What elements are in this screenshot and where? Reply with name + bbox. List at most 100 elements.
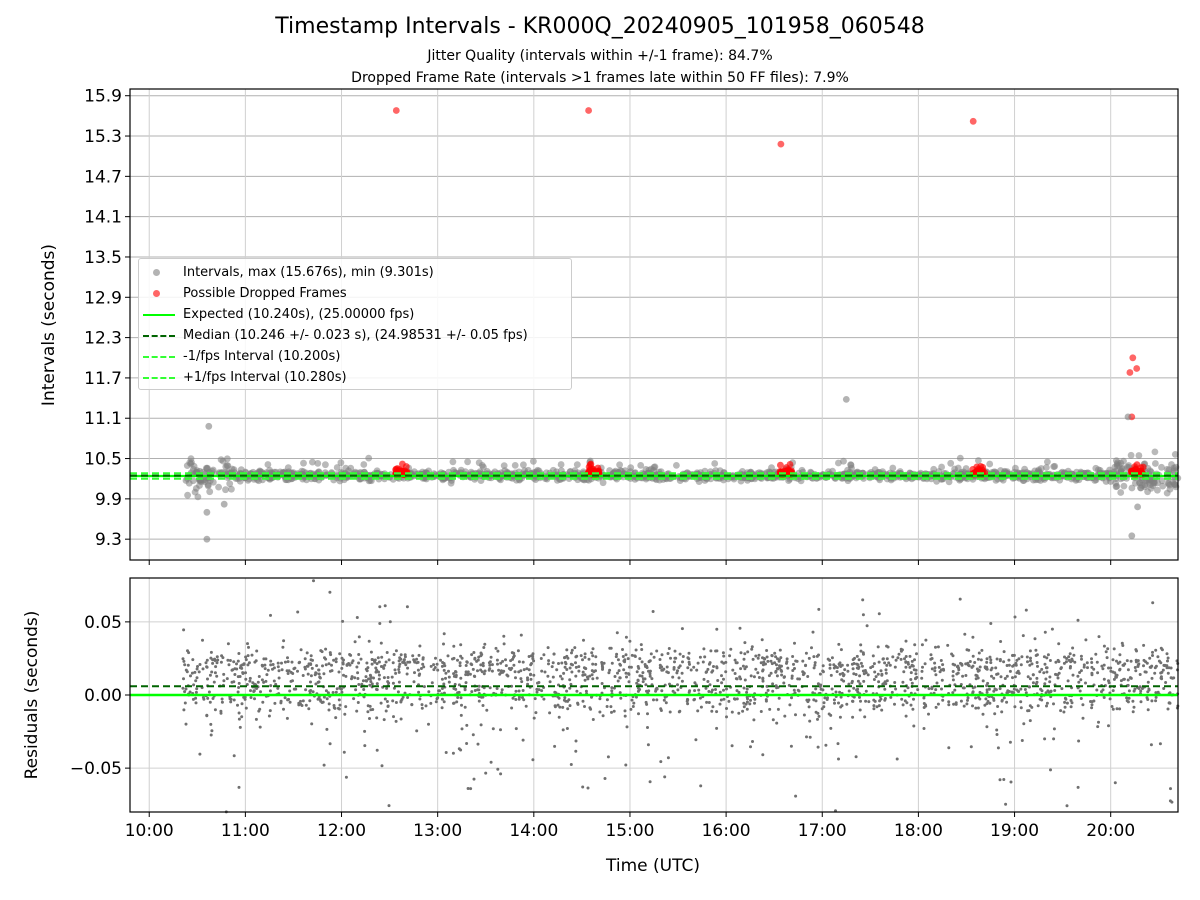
residual-point	[971, 664, 975, 668]
residual-point	[652, 698, 655, 702]
residual-point	[422, 685, 426, 689]
residual-point	[813, 663, 817, 667]
residual-point	[665, 670, 669, 674]
legend-label: -1/fps Interval (10.200s)	[183, 349, 341, 364]
residual-point	[904, 639, 908, 643]
residual-point	[1084, 681, 1087, 685]
residual-point	[364, 675, 368, 679]
residual-point	[871, 654, 875, 658]
residual-point	[479, 723, 483, 727]
residual-point	[733, 697, 737, 701]
residual-point	[990, 674, 993, 678]
residual-point	[641, 671, 645, 675]
residual-point	[626, 657, 630, 661]
residual-point	[629, 707, 633, 711]
residual-point	[960, 662, 964, 666]
interval-point	[192, 485, 200, 492]
residual-point	[291, 679, 294, 683]
residual-point	[405, 605, 409, 609]
residual-point	[933, 669, 937, 673]
residual-point	[328, 742, 332, 746]
residual-point	[805, 735, 808, 739]
residual-point	[1044, 677, 1048, 681]
residual-point	[999, 640, 1003, 643]
residual-point	[987, 687, 991, 691]
residual-point	[711, 688, 714, 692]
residual-point	[872, 704, 876, 708]
residual-point	[644, 683, 648, 687]
residual-point	[673, 660, 676, 664]
residual-point	[479, 663, 483, 667]
residual-point	[1146, 708, 1150, 712]
residual-point	[446, 654, 450, 658]
residual-point	[1008, 740, 1012, 744]
residual-point	[655, 698, 659, 702]
residual-point	[296, 610, 300, 614]
residual-point	[710, 670, 714, 674]
residual-point	[557, 715, 561, 719]
interval-point	[1117, 489, 1125, 496]
residual-point	[382, 718, 386, 722]
residual-point	[591, 718, 595, 721]
residual-point	[1097, 720, 1100, 724]
residual-point	[616, 679, 620, 683]
residual-point	[386, 676, 390, 679]
residual-point	[1107, 679, 1110, 683]
residual-point	[1073, 660, 1077, 664]
residual-point	[637, 666, 641, 670]
residual-point	[1144, 670, 1148, 674]
residual-point	[865, 624, 869, 628]
bottom-panel-points	[181, 579, 1180, 814]
residual-point	[502, 642, 506, 646]
residual-point	[1029, 656, 1032, 660]
residual-point	[776, 707, 780, 711]
residual-point	[403, 661, 406, 665]
residual-point	[1044, 691, 1048, 695]
residual-point	[668, 682, 671, 686]
residual-point	[366, 704, 370, 708]
residual-point	[819, 683, 823, 687]
residual-point	[761, 679, 765, 683]
residual-point	[1068, 652, 1072, 656]
residual-point	[265, 673, 269, 677]
residual-point	[308, 689, 312, 693]
interval-point	[365, 454, 373, 462]
residual-point	[1160, 670, 1164, 674]
residual-point	[922, 702, 926, 705]
residual-point	[720, 681, 724, 685]
residual-point	[1169, 666, 1173, 670]
residual-point	[526, 678, 530, 682]
residual-point	[338, 652, 342, 656]
residual-point	[833, 701, 836, 705]
residual-point	[377, 673, 381, 677]
residual-point	[1146, 690, 1150, 694]
residual-point	[237, 686, 241, 689]
residual-point	[1171, 676, 1174, 680]
residual-point	[1043, 682, 1047, 686]
residual-point	[393, 668, 397, 672]
residual-point	[381, 665, 385, 669]
residual-point	[666, 756, 670, 760]
residual-point	[1118, 707, 1122, 711]
residual-point	[897, 652, 901, 656]
residual-point	[396, 690, 400, 694]
residual-point	[761, 676, 765, 680]
residual-point	[388, 620, 392, 624]
residual-point	[442, 668, 446, 672]
residual-point	[754, 667, 758, 671]
residual-point	[232, 754, 236, 758]
residual-point	[934, 645, 937, 649]
residual-point	[242, 695, 246, 699]
residual-point	[465, 723, 469, 727]
residual-point	[791, 655, 795, 658]
residual-point	[591, 654, 595, 658]
dropped-frame-point	[1131, 463, 1139, 471]
residual-point	[539, 657, 543, 660]
residual-point	[911, 707, 915, 711]
interval-point	[530, 457, 537, 465]
residual-point	[260, 678, 264, 682]
residual-point	[1127, 689, 1131, 693]
residual-point	[1153, 671, 1157, 675]
residual-point	[282, 707, 285, 711]
residual-point	[512, 651, 516, 655]
